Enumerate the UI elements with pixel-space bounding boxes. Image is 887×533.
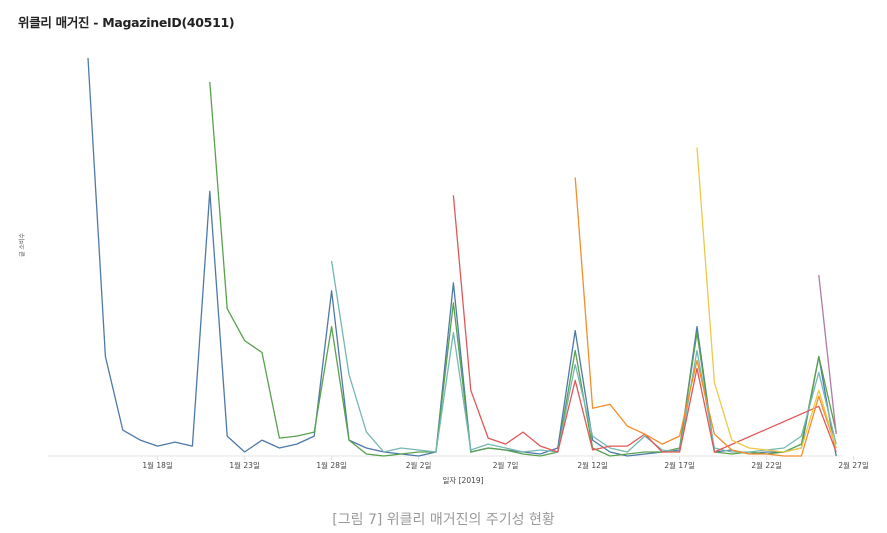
series-layer bbox=[87, 57, 837, 457]
line-chart: 글 소비수 1월 18일 1월 23일 1월 28일 2월 2일 2월 7일 2월 12일… bbox=[18, 57, 869, 485]
x-tick-label: 2월 22일 bbox=[751, 460, 782, 470]
series-line-6 bbox=[696, 147, 837, 453]
x-tick-label: 2월 17일 bbox=[664, 460, 695, 470]
series-line-4 bbox=[452, 195, 837, 453]
x-axis-ticks: 1월 18일 1월 23일 1월 28일 2월 2일 2월 7일 2월 12일 2월 17일… bbox=[142, 456, 869, 470]
figure-caption: [그림 7] 위클리 매거진의 주기성 현황 bbox=[332, 512, 555, 528]
series-line-1 bbox=[87, 57, 837, 457]
x-tick-label: 1월 18일 bbox=[142, 460, 173, 470]
x-tick-label: 2월 12일 bbox=[577, 460, 608, 470]
series-line-5 bbox=[574, 177, 837, 457]
x-tick-label: 1월 23일 bbox=[229, 460, 260, 470]
x-tick-label: 1월 28일 bbox=[316, 460, 347, 470]
chart-title: 위클리 매거진 - MagazineID(40511) bbox=[18, 15, 235, 30]
series-line-2 bbox=[209, 81, 837, 457]
x-tick-label: 2월 7일 bbox=[493, 460, 519, 470]
y-axis-label-group: 글 소비수 bbox=[18, 233, 26, 257]
x-axis-label: 일자 [2019] bbox=[442, 476, 483, 485]
x-tick-label: 2월 2일 bbox=[406, 460, 432, 470]
series-line-3 bbox=[330, 260, 837, 453]
y-axis-label: 글 소비수 bbox=[18, 233, 26, 257]
x-tick-label: 2월 27일 bbox=[838, 460, 869, 470]
series-line-7 bbox=[818, 274, 837, 435]
